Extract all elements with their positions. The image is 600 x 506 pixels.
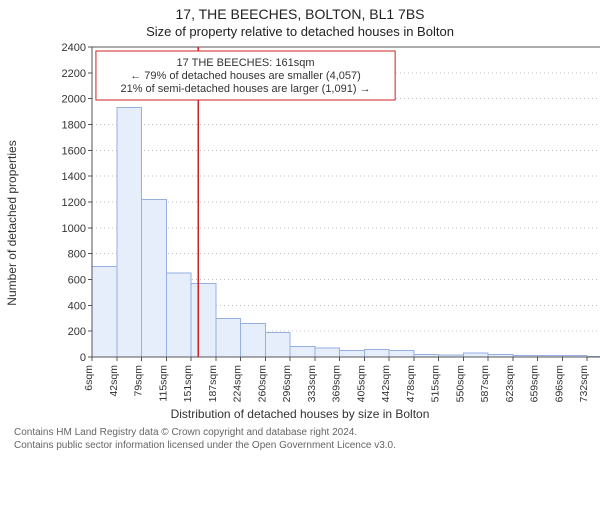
svg-text:2200: 2200 bbox=[62, 68, 86, 80]
svg-text:224sqm: 224sqm bbox=[232, 365, 244, 403]
svg-text:21% of semi-detached houses ar: 21% of semi-detached houses are larger (… bbox=[120, 83, 370, 95]
svg-text:515sqm: 515sqm bbox=[430, 365, 442, 403]
svg-text:659sqm: 659sqm bbox=[529, 365, 541, 403]
svg-text:6sqm: 6sqm bbox=[83, 365, 95, 391]
svg-text:151sqm: 151sqm bbox=[182, 365, 194, 403]
svg-text:79sqm: 79sqm bbox=[133, 365, 145, 397]
svg-text:696sqm: 696sqm bbox=[553, 365, 565, 403]
svg-text:587sqm: 587sqm bbox=[479, 365, 491, 403]
svg-text:200: 200 bbox=[68, 326, 86, 338]
x-axis-label: Distribution of detached houses by size … bbox=[0, 407, 600, 421]
svg-text:187sqm: 187sqm bbox=[207, 365, 219, 403]
svg-text:333sqm: 333sqm bbox=[306, 365, 318, 403]
svg-text:0: 0 bbox=[80, 352, 86, 364]
chart-title: 17, THE BEECHES, BOLTON, BL1 7BS bbox=[0, 6, 600, 22]
svg-text:← 79% of detached houses are s: ← 79% of detached houses are smaller (4,… bbox=[130, 70, 361, 82]
svg-text:1600: 1600 bbox=[62, 145, 86, 157]
svg-text:442sqm: 442sqm bbox=[380, 365, 392, 403]
svg-text:1000: 1000 bbox=[62, 223, 86, 235]
svg-text:2000: 2000 bbox=[62, 94, 86, 106]
chart-subtitle: Size of property relative to detached ho… bbox=[0, 24, 600, 39]
svg-text:800: 800 bbox=[68, 249, 86, 261]
svg-text:550sqm: 550sqm bbox=[454, 365, 466, 403]
svg-text:17 THE BEECHES: 161sqm: 17 THE BEECHES: 161sqm bbox=[177, 57, 315, 69]
svg-text:42sqm: 42sqm bbox=[108, 365, 120, 397]
chart-area: Number of detached properties 0200400600… bbox=[60, 43, 586, 403]
svg-text:600: 600 bbox=[68, 275, 86, 287]
svg-text:369sqm: 369sqm bbox=[331, 365, 343, 403]
footer-line-1: Contains HM Land Registry data © Crown c… bbox=[14, 427, 586, 440]
svg-text:405sqm: 405sqm bbox=[355, 365, 367, 403]
svg-text:1800: 1800 bbox=[62, 120, 86, 132]
histogram-svg: 0 200 400 600 800 1000 1200 1400 1600 1800 2000 220… bbox=[60, 43, 600, 403]
svg-text:1200: 1200 bbox=[62, 197, 86, 209]
svg-text:732sqm: 732sqm bbox=[578, 365, 590, 403]
footer-attribution: Contains HM Land Registry data © Crown c… bbox=[14, 427, 586, 452]
svg-text:478sqm: 478sqm bbox=[405, 365, 417, 403]
svg-text:400: 400 bbox=[68, 300, 86, 312]
footer-line-2: Contains public sector information licen… bbox=[14, 440, 586, 453]
svg-text:296sqm: 296sqm bbox=[281, 365, 293, 403]
svg-text:1400: 1400 bbox=[62, 171, 86, 183]
y-axis-label: Number of detached properties bbox=[5, 140, 19, 305]
svg-text:623sqm: 623sqm bbox=[504, 365, 516, 403]
svg-text:260sqm: 260sqm bbox=[256, 365, 268, 403]
svg-text:115sqm: 115sqm bbox=[157, 365, 169, 402]
svg-text:2400: 2400 bbox=[62, 43, 86, 54]
